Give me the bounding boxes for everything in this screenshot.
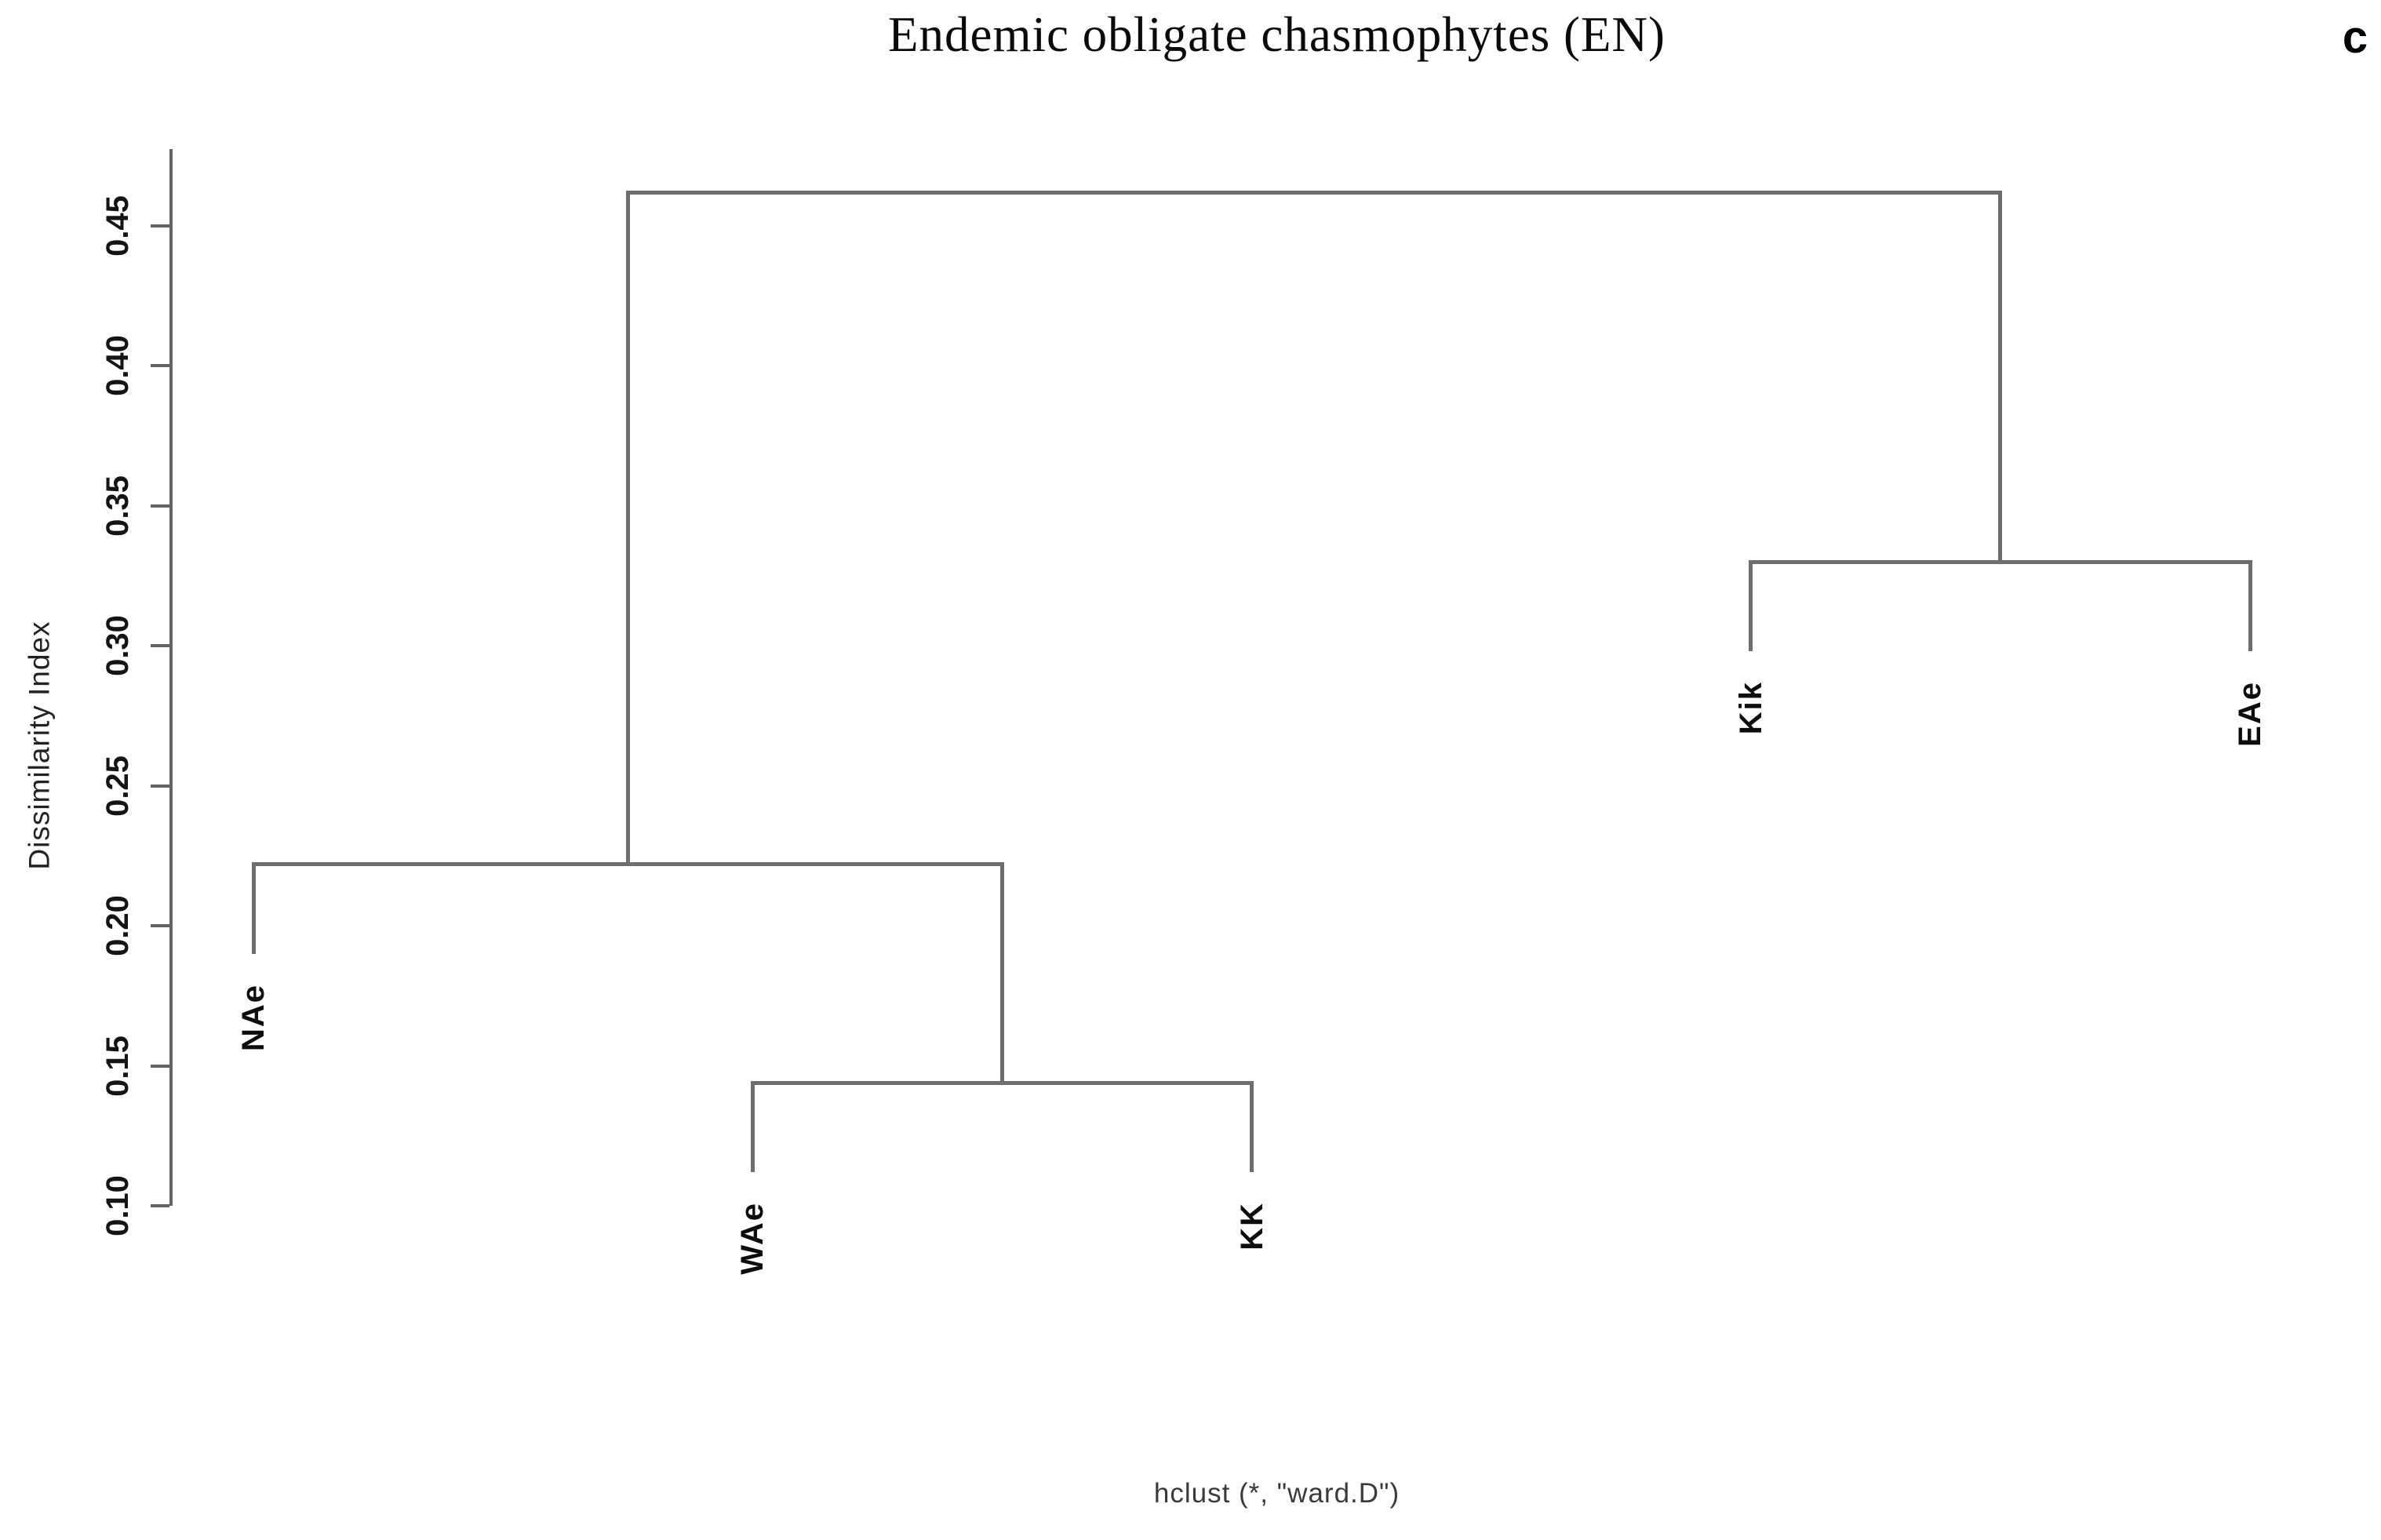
leaf-stem xyxy=(251,862,256,954)
dendrogram-merge-bar xyxy=(251,862,1004,867)
plot-title: Endemic obligate chasmophytes (EN) xyxy=(888,7,1666,62)
leaf-label-WAe: WAe xyxy=(735,1202,770,1275)
hclust-caption: hclust (*, "ward.D") xyxy=(1153,1478,1400,1509)
dendrogram-branch xyxy=(625,190,630,865)
leaf-label-NAe: NAe xyxy=(236,983,271,1051)
y-axis-tick-label: 0.35 xyxy=(100,475,135,537)
y-axis-tick xyxy=(151,504,169,508)
leaf-stem xyxy=(2248,559,2252,652)
leaf-stem xyxy=(750,1080,755,1173)
y-axis-tick-label: 0.25 xyxy=(100,755,135,817)
y-axis-tick xyxy=(151,224,169,228)
dendrogram-merge-bar xyxy=(1749,559,2252,564)
leaf-stem xyxy=(1749,559,1753,652)
y-axis-tick-label: 0.45 xyxy=(100,195,135,257)
y-axis-tick xyxy=(151,1204,169,1208)
y-axis-tick xyxy=(151,364,169,368)
dendrogram-branch xyxy=(999,862,1004,1083)
y-axis-tick-label: 0.30 xyxy=(100,615,135,677)
panel-letter-label: c xyxy=(2342,12,2368,63)
dendrogram-merge-bar xyxy=(625,190,2003,195)
y-axis-tick xyxy=(151,784,169,788)
y-axis-tick-label: 0.10 xyxy=(100,1175,135,1237)
y-axis-tick xyxy=(151,644,169,648)
leaf-label-EAe: EAe xyxy=(2233,681,2267,748)
y-axis-tick xyxy=(151,924,169,928)
dendrogram-merge-bar xyxy=(750,1080,1254,1085)
leaf-label-Kik: Kik xyxy=(1733,681,1768,735)
y-axis-tick-label: 0.20 xyxy=(100,895,135,957)
y-axis-title: Dissimilarity Index xyxy=(23,621,56,870)
dendrogram-branch xyxy=(1998,190,2003,562)
y-axis-tick-label: 0.15 xyxy=(100,1035,135,1097)
leaf-label-KK: KK xyxy=(1234,1202,1269,1251)
leaf-stem xyxy=(1250,1080,1254,1173)
y-axis-line xyxy=(169,149,173,1207)
y-axis-tick xyxy=(151,1064,169,1068)
y-axis-tick-label: 0.40 xyxy=(100,335,135,397)
